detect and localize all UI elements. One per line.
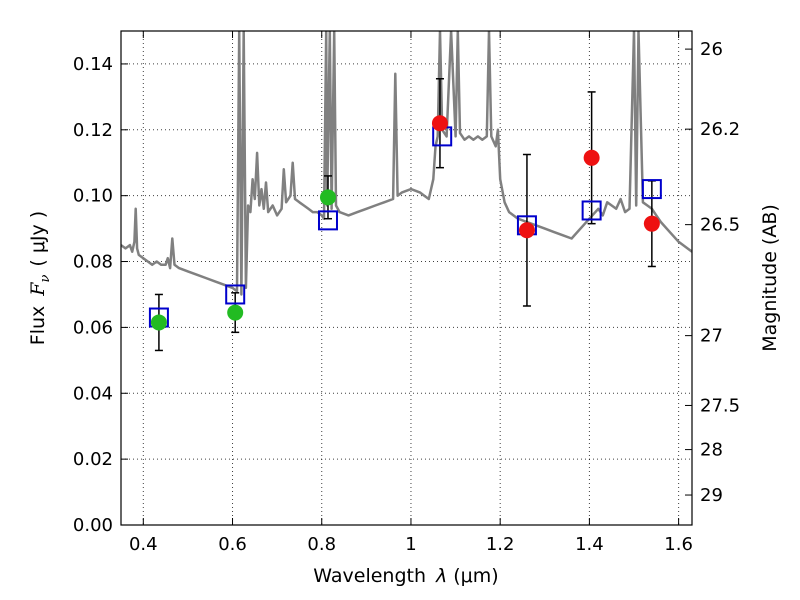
y-axis-label: FluxFν( μJy )	[27, 211, 53, 345]
model-photometry-square	[317, 210, 338, 231]
y-tick-label: 0.10	[73, 186, 113, 207]
y-tick-label: 0.14	[73, 54, 113, 75]
x-tick-label: 1.6	[664, 534, 693, 555]
observed-flux-point	[518, 222, 535, 239]
observed-flux-point	[583, 149, 600, 166]
x-axis-label: Wavelength λ (μm)	[313, 565, 498, 587]
model-photometry-square	[641, 179, 662, 200]
x-tick-label: 1.2	[486, 534, 515, 555]
plot-frame	[120, 30, 693, 526]
observed-flux-point	[150, 314, 167, 331]
observed-flux-point	[227, 304, 244, 321]
y2-tick-label: 27	[700, 326, 723, 347]
error-bars	[148, 78, 662, 352]
y2-tick-label: 26.5	[700, 215, 740, 236]
y-tick-label: 0.06	[73, 317, 113, 338]
y2-tick-label: 27.5	[700, 395, 740, 416]
x-tick-label: 0.4	[129, 534, 158, 555]
plot-data	[121, 31, 692, 296]
x-tick-label: 0.6	[218, 534, 247, 555]
model-photometry-square	[581, 200, 602, 221]
x-tick-label: 1.4	[575, 534, 604, 555]
y-tick-label: 0.02	[73, 449, 113, 470]
model-photometry-square	[225, 284, 246, 305]
x-tick-label: 1	[405, 534, 416, 555]
y-tick-label: 0.08	[73, 252, 113, 273]
x-tick-label: 0.8	[307, 534, 336, 555]
axes: 0.4 0.6 0.8 1 1.2 1.4 1.6 0.00 0.02 0.04 0.06 0.08 0…	[73, 31, 740, 555]
y2-tick-label: 29	[700, 485, 723, 506]
observed-flux-point	[643, 215, 660, 232]
y2-tick-label: 26	[700, 39, 723, 60]
y-tick-label: 0.00	[73, 515, 113, 536]
y2-axis-label: Magnitude (AB)	[759, 204, 781, 352]
observed-flux-point	[431, 115, 448, 132]
observed-flux-point	[319, 189, 336, 206]
y-tick-label: 0.04	[73, 383, 113, 404]
y-tick-label: 0.12	[73, 120, 113, 141]
y2-tick-label: 26.2	[700, 119, 740, 140]
model-spectrum-line	[121, 31, 692, 296]
y2-tick-label: 28	[700, 440, 723, 461]
